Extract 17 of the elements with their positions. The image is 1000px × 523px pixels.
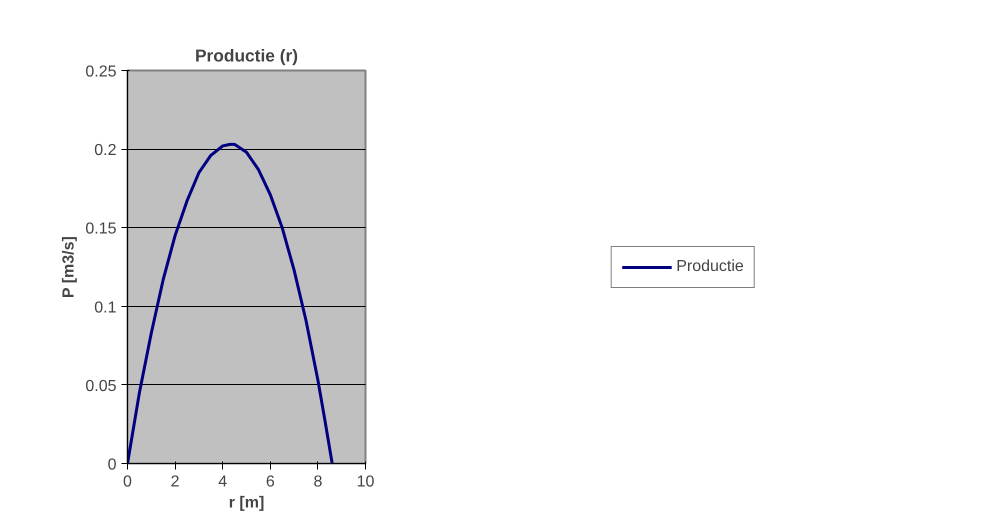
chart-title: Productie (r) [194, 46, 298, 66]
y-tick-label: 0.15 [85, 220, 117, 238]
x-tick-label: 2 [170, 474, 180, 490]
line-series [128, 142, 334, 464]
y-tick-label: 0.25 [85, 64, 117, 80]
y-tick-label: 0.2 [94, 142, 117, 160]
x-tick-label: 8 [313, 474, 322, 490]
x-tick-label: 10 [356, 474, 374, 490]
x-tick-label: 6 [266, 474, 275, 490]
x-axis-title: r [m] [228, 494, 264, 512]
x-tick-label: 0 [123, 474, 132, 490]
y-axis-title: P [m3/s] [60, 236, 78, 298]
legend-label: Productie [676, 258, 744, 276]
y-tick-label: 0.05 [85, 378, 117, 395]
x-tick-label: 4 [218, 474, 228, 490]
y-tick-label: 0.1 [94, 299, 117, 316]
y-tick-label: 0 [108, 456, 117, 474]
